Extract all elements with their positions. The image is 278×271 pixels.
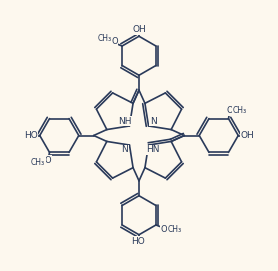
Text: OH: OH [132,25,146,34]
Text: CH₃: CH₃ [167,225,182,234]
Text: O: O [45,156,51,165]
Text: CH₃: CH₃ [31,158,45,167]
Text: CH₃: CH₃ [233,105,247,115]
Text: OH: OH [240,131,254,140]
Text: N: N [150,117,157,126]
Text: O: O [227,106,233,115]
Text: O: O [160,224,167,234]
Text: O: O [111,37,118,46]
Text: HN: HN [147,145,160,154]
Text: NH: NH [118,117,131,126]
Text: N: N [121,145,128,154]
Text: HO: HO [131,237,145,246]
Text: HO: HO [24,131,38,140]
Text: CH₃: CH₃ [98,34,112,43]
